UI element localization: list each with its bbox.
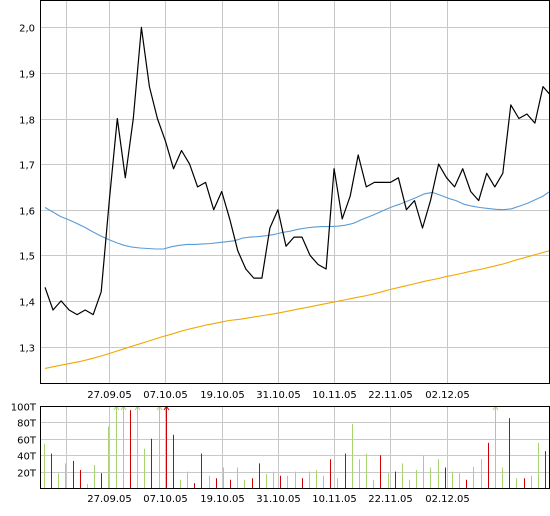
volume-x-tick-label: 02.12.05 xyxy=(425,494,470,505)
volume-y-tick-label: 100T xyxy=(11,403,37,414)
volume-x-tick-label: 31.10.05 xyxy=(256,494,301,505)
price-y-tick-label: 1,3 xyxy=(19,344,35,355)
moving-average-long-line xyxy=(44,250,550,369)
price-x-axis: 27.09.05 07.10.05 19.10.05 31.10.05 10.11.05… xyxy=(87,390,470,401)
volume-x-tick-label: 19.10.05 xyxy=(200,494,245,505)
volume-y-tick-label: 60T xyxy=(17,436,37,447)
price-y-axis: 1,3 1,4 1,5 1,6 1,7 1,8 1,9 2,0 xyxy=(19,24,35,355)
volume-panel: 20T 40T 60T 80T 100T 27.09.05 07.10.05 19.10.0… xyxy=(11,403,550,505)
price-x-tick-label: 22.11.05 xyxy=(368,390,413,401)
volume-x-tick-label: 27.09.05 xyxy=(87,494,132,505)
price-series xyxy=(44,26,550,369)
price-y-tick-label: 1,5 xyxy=(19,252,35,263)
price-y-tick-label: 1,9 xyxy=(19,70,35,81)
price-y-tick-label: 1,4 xyxy=(19,298,35,309)
price-panel: 1,3 1,4 1,5 1,6 1,7 1,8 1,9 2,0 27.09.05 07.10.0… xyxy=(19,0,550,401)
price-y-tick-label: 1,7 xyxy=(19,161,35,172)
price-x-tick-label: 07.10.05 xyxy=(143,390,188,401)
price-x-tick-label: 02.12.05 xyxy=(425,390,470,401)
volume-y-axis: 20T 40T 60T 80T 100T xyxy=(11,403,37,480)
price-x-tick-label: 10.11.05 xyxy=(312,390,357,401)
volume-y-tick-label: 80T xyxy=(17,419,37,430)
price-line xyxy=(44,26,550,316)
volume-y-tick-label: 20T xyxy=(17,469,37,480)
price-y-tick-label: 1,8 xyxy=(19,116,35,127)
volume-bars xyxy=(44,405,546,488)
moving-average-short-line xyxy=(44,190,550,250)
price-x-tick-label: 27.09.05 xyxy=(87,390,132,401)
price-x-tick-label: 19.10.05 xyxy=(200,390,245,401)
volume-x-tick-label: 22.11.05 xyxy=(368,494,413,505)
price-y-tick-label: 2,0 xyxy=(19,24,35,35)
volume-x-tick-label: 10.11.05 xyxy=(312,494,357,505)
price-grid xyxy=(40,0,549,383)
volume-x-tick-label: 07.10.05 xyxy=(143,494,188,505)
volume-y-tick-label: 40T xyxy=(17,452,37,463)
price-x-tick-label: 31.10.05 xyxy=(256,390,301,401)
volume-x-axis: 27.09.05 07.10.05 19.10.05 31.10.05 10.11.05… xyxy=(87,494,470,505)
price-y-tick-label: 1,6 xyxy=(19,207,35,218)
